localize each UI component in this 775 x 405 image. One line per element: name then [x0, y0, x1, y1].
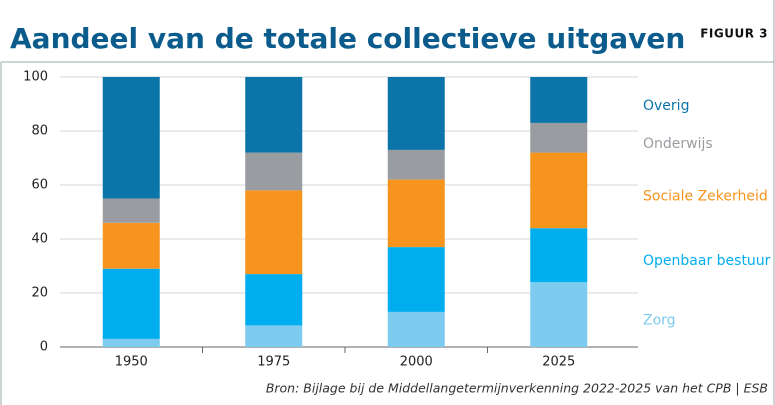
bar-segment — [245, 77, 303, 153]
bar-segment — [102, 77, 160, 199]
bar-segment — [245, 190, 303, 275]
figure-label: FIGUUR 3 — [700, 27, 768, 41]
bar-segment — [387, 149, 445, 180]
y-tick-label: 80 — [31, 124, 48, 139]
source: Bron: Bijlage bij de Middellangetermijnv… — [266, 381, 768, 396]
x-tick-label: 2000 — [400, 355, 433, 370]
legend-label: Openbaar bestuur — [643, 253, 771, 269]
bar-segment — [387, 179, 445, 248]
bar-segment — [530, 228, 588, 283]
legend-label: Onderwijs — [643, 136, 713, 152]
bar-segment — [530, 152, 588, 229]
y-tick-label: 60 — [31, 178, 48, 193]
y-tick-label: 0 — [40, 340, 48, 355]
bar-segment — [245, 274, 303, 326]
y-tick-label: 100 — [23, 70, 48, 85]
legend-label: Overig — [643, 98, 689, 114]
bar-segment — [530, 122, 588, 153]
bar-segment — [387, 77, 445, 150]
y-tick-label: 20 — [31, 286, 48, 301]
bar-segment — [102, 268, 160, 339]
bar-segment — [245, 152, 303, 191]
x-tick-label: 2025 — [542, 355, 575, 370]
x-tick-label: 1950 — [115, 355, 148, 370]
bar-segment — [245, 325, 303, 347]
bar-segment — [102, 198, 160, 223]
chart-title: Aandeel van de totale collectieve uitgav… — [10, 22, 685, 55]
legend-label: Sociale Zekerheid — [643, 188, 768, 204]
bar-segment — [102, 338, 160, 347]
y-tick-label: 40 — [31, 232, 48, 247]
x-tick-label: 1975 — [257, 355, 290, 370]
bar-segment — [387, 311, 445, 347]
bar-segment — [530, 77, 588, 123]
legend-label: Zorg — [643, 313, 676, 329]
bar-segment — [102, 222, 160, 269]
bar-segment — [530, 282, 588, 347]
bar-segment — [387, 247, 445, 312]
title-bg — [0, 0, 773, 61]
